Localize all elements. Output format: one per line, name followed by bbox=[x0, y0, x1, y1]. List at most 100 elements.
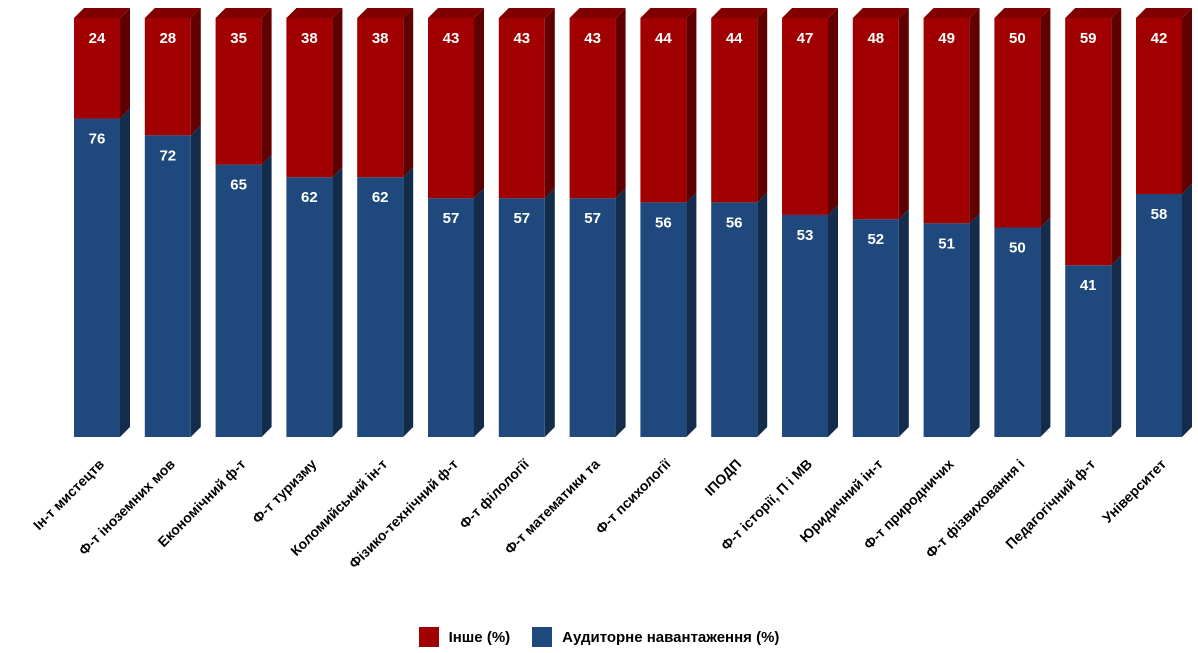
bar-top-cap bbox=[994, 8, 1051, 18]
data-label-other: 35 bbox=[230, 30, 247, 47]
data-label-classroom: 62 bbox=[301, 189, 318, 206]
data-label-classroom: 58 bbox=[1151, 206, 1168, 223]
bar-other bbox=[498, 18, 545, 199]
bar-classroom bbox=[144, 135, 191, 437]
data-label-other: 48 bbox=[867, 30, 884, 47]
bar-other bbox=[994, 18, 1041, 228]
bar-side-other bbox=[1182, 8, 1192, 194]
data-label-classroom: 51 bbox=[938, 235, 955, 252]
bar-top-cap bbox=[357, 8, 414, 18]
bar-classroom bbox=[852, 219, 899, 437]
bar-classroom bbox=[640, 202, 687, 437]
bar-side-other bbox=[261, 8, 272, 165]
bar-top-cap bbox=[569, 8, 626, 18]
data-label-other: 43 bbox=[513, 30, 530, 47]
bar-other bbox=[357, 18, 404, 178]
data-label-classroom: 52 bbox=[867, 231, 884, 248]
bar-other bbox=[215, 18, 262, 165]
bar-side-classroom bbox=[969, 213, 980, 437]
bar-other bbox=[640, 18, 687, 203]
bar-other bbox=[711, 18, 758, 203]
data-label-other: 42 bbox=[1151, 30, 1168, 47]
data-label-classroom: 57 bbox=[513, 210, 530, 227]
bar-top-cap bbox=[74, 8, 130, 18]
x-tick-label: Ф-т психології bbox=[592, 455, 674, 537]
bar-side-other bbox=[544, 8, 555, 199]
data-label-other: 44 bbox=[726, 30, 743, 47]
bar-top-cap bbox=[923, 8, 980, 18]
bar-side-other bbox=[120, 8, 130, 119]
bar-other bbox=[144, 18, 191, 136]
legend-swatch-classroom bbox=[532, 627, 553, 647]
bar-classroom bbox=[428, 198, 474, 437]
legend-item-classroom: Аудиторне навантаження (%) bbox=[532, 627, 779, 647]
bar-side-other bbox=[1040, 8, 1051, 228]
x-tick-label: Університет bbox=[1099, 456, 1169, 526]
bar-other bbox=[74, 18, 120, 119]
x-tick-label: Ф-т філології bbox=[456, 455, 533, 532]
bar-side-classroom bbox=[1040, 217, 1051, 437]
bar-classroom bbox=[498, 198, 545, 437]
bar-other bbox=[1136, 18, 1182, 194]
bar-side-other bbox=[190, 8, 201, 136]
legend-label-classroom: Аудиторне навантаження (%) bbox=[562, 628, 780, 646]
bar-other bbox=[428, 18, 474, 199]
data-label-classroom: 76 bbox=[89, 131, 106, 148]
bar-top-cap bbox=[498, 8, 555, 18]
x-tick-label: Ін-т мистецтв bbox=[30, 456, 108, 534]
bar-other bbox=[923, 18, 970, 224]
data-label-other: 44 bbox=[655, 30, 672, 47]
bar-side-other bbox=[969, 8, 980, 224]
bar-side-classroom bbox=[686, 192, 697, 437]
bar-classroom bbox=[1065, 265, 1112, 437]
bar-side-classroom bbox=[828, 204, 838, 437]
bar-top-cap bbox=[1065, 8, 1122, 18]
bar-other bbox=[569, 18, 616, 199]
bar-side-other bbox=[615, 8, 626, 199]
bar-side-classroom bbox=[1111, 255, 1122, 437]
legend-label-other: Інше (%) bbox=[448, 628, 511, 646]
bar-side-classroom bbox=[615, 188, 626, 437]
bar-side-other bbox=[757, 8, 768, 203]
bar-side-classroom bbox=[544, 188, 555, 437]
bar-classroom bbox=[357, 177, 404, 437]
bar-classroom bbox=[782, 214, 828, 437]
bar-top-cap bbox=[852, 8, 909, 18]
bar-other bbox=[1065, 18, 1112, 266]
data-label-classroom: 72 bbox=[159, 147, 176, 164]
data-label-classroom: 53 bbox=[797, 227, 814, 244]
bar-classroom bbox=[1136, 193, 1182, 437]
bar-top-cap bbox=[1136, 8, 1192, 18]
bar-top-cap bbox=[215, 8, 272, 18]
data-label-classroom: 65 bbox=[230, 177, 247, 194]
data-label-other: 28 bbox=[159, 30, 176, 47]
data-label-classroom: 41 bbox=[1080, 277, 1097, 294]
bar-side-classroom bbox=[261, 154, 272, 437]
bar-side-classroom bbox=[403, 167, 414, 437]
bar-classroom bbox=[994, 227, 1041, 437]
bar-side-other bbox=[332, 8, 343, 178]
data-label-classroom: 56 bbox=[655, 214, 672, 231]
data-label-other: 59 bbox=[1080, 30, 1097, 47]
bar-side-other bbox=[403, 8, 414, 178]
bar-classroom bbox=[286, 177, 333, 437]
bar-top-cap bbox=[711, 8, 768, 18]
bar-side-classroom bbox=[898, 209, 909, 437]
x-tick-label: ІПОДП bbox=[701, 456, 744, 499]
bar-side-classroom bbox=[190, 125, 201, 437]
bar-top-cap bbox=[428, 8, 484, 18]
bar-classroom bbox=[215, 164, 262, 437]
bar-top-cap bbox=[144, 8, 201, 18]
bar-classroom bbox=[569, 198, 616, 437]
data-label-other: 49 bbox=[938, 30, 955, 47]
data-label-classroom: 57 bbox=[443, 210, 460, 227]
bar-other bbox=[782, 18, 828, 215]
bar-side-other bbox=[828, 8, 838, 215]
data-label-other: 38 bbox=[372, 30, 389, 47]
bar-side-classroom bbox=[332, 167, 343, 437]
bar-top-cap bbox=[640, 8, 697, 18]
data-label-other: 43 bbox=[443, 30, 460, 47]
bar-other bbox=[852, 18, 899, 220]
data-label-classroom: 57 bbox=[584, 210, 601, 227]
